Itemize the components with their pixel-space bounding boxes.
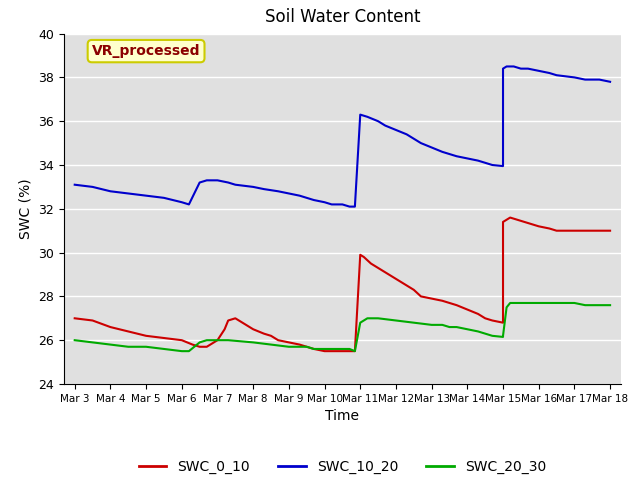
SWC_20_30 (452, 324, 460, 330)
SWC_0_10 (124, 328, 132, 334)
Line: SWC_10_20: SWC_10_20 (75, 66, 610, 206)
SWC_20_30 (124, 344, 132, 349)
SWC_20_30 (606, 302, 614, 308)
SWC_0_10 (321, 348, 328, 354)
Line: SWC_0_10: SWC_0_10 (75, 217, 610, 351)
Text: VR_processed: VR_processed (92, 44, 200, 58)
SWC_20_30 (506, 300, 514, 306)
SWC_20_30 (428, 322, 435, 328)
SWC_20_30 (310, 346, 317, 352)
X-axis label: Time: Time (325, 409, 360, 423)
Legend: SWC_0_10, SWC_10_20, SWC_20_30: SWC_0_10, SWC_10_20, SWC_20_30 (133, 454, 552, 479)
SWC_20_30 (438, 322, 446, 328)
SWC_20_30 (374, 315, 382, 321)
SWC_20_30 (364, 315, 371, 321)
Title: Soil Water Content: Soil Water Content (265, 9, 420, 26)
SWC_20_30 (488, 333, 496, 339)
SWC_20_30 (185, 348, 193, 354)
SWC_20_30 (285, 344, 292, 349)
SWC_0_10 (339, 348, 346, 354)
SWC_20_30 (225, 337, 232, 343)
SWC_20_30 (392, 318, 400, 324)
SWC_10_20 (417, 140, 425, 146)
SWC_20_30 (463, 326, 471, 332)
SWC_20_30 (351, 348, 359, 354)
SWC_20_30 (570, 300, 578, 306)
SWC_20_30 (142, 344, 150, 349)
SWC_20_30 (513, 300, 521, 306)
SWC_10_20 (503, 63, 511, 69)
SWC_20_30 (321, 346, 328, 352)
SWC_10_20 (403, 132, 410, 137)
SWC_20_30 (528, 300, 536, 306)
SWC_20_30 (474, 328, 482, 334)
SWC_20_30 (499, 333, 507, 339)
SWC_10_20 (321, 199, 328, 205)
SWC_20_30 (596, 302, 604, 308)
SWC_20_30 (481, 331, 489, 336)
SWC_20_30 (553, 300, 561, 306)
SWC_20_30 (196, 339, 204, 345)
SWC_0_10 (452, 302, 460, 308)
SWC_0_10 (250, 326, 257, 332)
SWC_20_30 (356, 320, 364, 325)
SWC_20_30 (296, 344, 303, 349)
SWC_20_30 (214, 337, 221, 343)
SWC_20_30 (106, 342, 114, 348)
SWC_20_30 (267, 342, 275, 348)
SWC_20_30 (203, 337, 211, 343)
SWC_0_10 (445, 300, 453, 306)
SWC_0_10 (506, 215, 514, 220)
SWC_20_30 (250, 339, 257, 345)
SWC_20_30 (160, 346, 168, 352)
SWC_0_10 (606, 228, 614, 234)
SWC_0_10 (106, 324, 114, 330)
SWC_10_20 (71, 182, 79, 188)
SWC_20_30 (178, 348, 186, 354)
SWC_10_20 (463, 156, 471, 161)
SWC_0_10 (71, 315, 79, 321)
SWC_20_30 (503, 304, 511, 310)
SWC_20_30 (346, 346, 353, 352)
SWC_10_20 (606, 79, 614, 84)
SWC_20_30 (89, 339, 97, 345)
SWC_20_30 (367, 315, 375, 321)
SWC_20_30 (520, 300, 528, 306)
SWC_20_30 (303, 344, 310, 349)
SWC_20_30 (499, 334, 507, 340)
SWC_20_30 (535, 300, 543, 306)
SWC_10_20 (428, 144, 435, 150)
Y-axis label: SWC (%): SWC (%) (19, 179, 33, 239)
SWC_20_30 (581, 302, 589, 308)
SWC_20_30 (445, 324, 453, 330)
SWC_10_20 (203, 178, 211, 183)
SWC_20_30 (339, 346, 346, 352)
Line: SWC_20_30: SWC_20_30 (75, 303, 610, 351)
SWC_20_30 (71, 337, 79, 343)
SWC_20_30 (410, 320, 418, 325)
SWC_10_20 (346, 204, 353, 209)
